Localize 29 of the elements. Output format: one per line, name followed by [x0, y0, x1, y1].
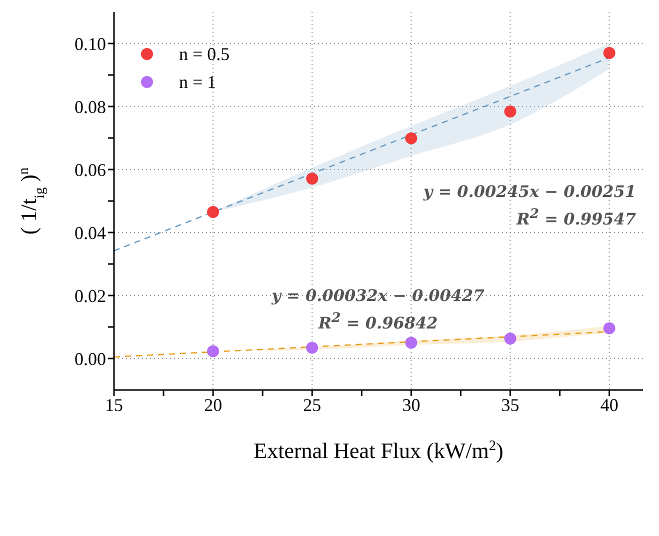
- point: [504, 332, 516, 345]
- x-tick-label: 35: [501, 394, 520, 415]
- point: [207, 345, 220, 358]
- y-tick-label: 0.06: [74, 160, 106, 180]
- annotation: y = 0.00245x − 0.00251: [422, 182, 636, 201]
- x-tick-label: 30: [402, 394, 420, 415]
- point: [207, 206, 220, 218]
- point: [603, 46, 616, 59]
- y-tick-label: 0.02: [74, 286, 106, 306]
- x-axis-title: External Heat Flux (kW/m$^{2}$): [254, 438, 504, 463]
- point: [306, 172, 318, 185]
- annotation: y = 0.00032x − 0.00427: [270, 286, 486, 305]
- y-tick-label: 0.10: [74, 34, 106, 54]
- x-tick-label: 25: [303, 394, 322, 415]
- x-tick-label: 15: [105, 394, 123, 415]
- point: [306, 342, 318, 354]
- point: [405, 336, 418, 349]
- y-tick-label: 0.00: [74, 348, 106, 369]
- x-tick-label: 20: [204, 394, 222, 415]
- point: [504, 106, 516, 118]
- annotation: R$^{2}$ = 0.99547: [515, 206, 636, 228]
- annotation: R$^{2}$ = 0.96842: [316, 310, 439, 332]
- x-tick-label: 40: [600, 394, 618, 415]
- y-tick-label: 0.04: [74, 222, 106, 243]
- point: [405, 132, 418, 144]
- legend-label: n = 1: [179, 72, 216, 92]
- y-tick-label: 0.08: [74, 96, 106, 117]
- legend-label: n = 0.5: [179, 44, 230, 64]
- point: [603, 322, 616, 334]
